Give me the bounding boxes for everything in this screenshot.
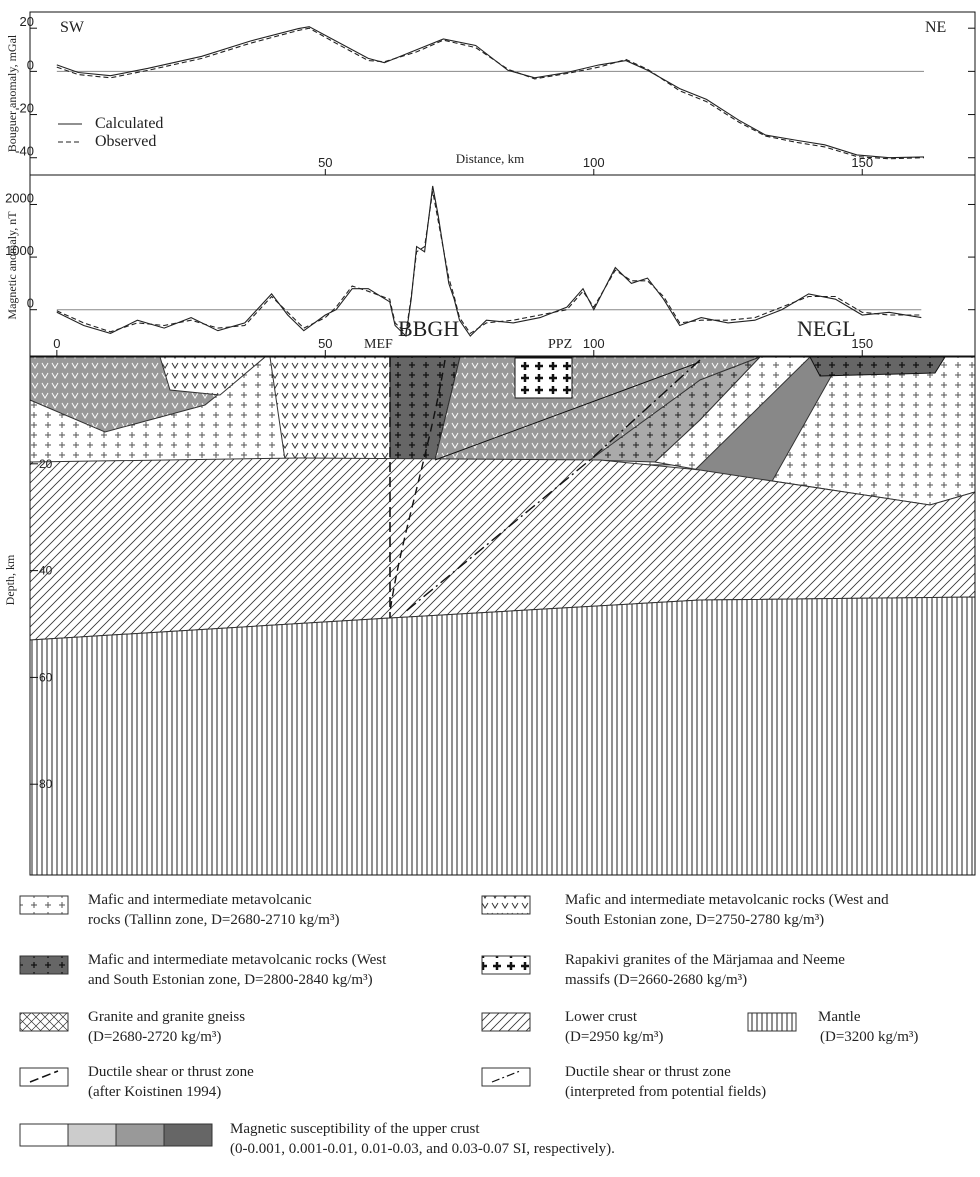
y-tick-label: 80 (39, 777, 53, 791)
legend-text: Mafic and intermediate metavolcanic rock… (565, 892, 889, 908)
legend-text: South Estonian zone, D=2750-2780 kg/m³) (565, 912, 824, 928)
section-label: NEGL (797, 316, 856, 341)
x-axis-title: Distance, km (456, 151, 525, 166)
y-axis-title: Depth, km (3, 554, 17, 605)
swatch (482, 956, 530, 974)
legend-text: (after Koistinen 1994) (88, 1084, 221, 1100)
swatch (482, 896, 530, 914)
figure: MEF BBGH PPZ NEGL Depth, km Mafic and in… (0, 0, 980, 1172)
x-tick-label: 100 (583, 336, 605, 351)
y-axis-title: Magnetic anomaly, nT (5, 211, 19, 320)
x-tick-label: 50 (318, 336, 332, 351)
swatch (20, 956, 68, 974)
legend: Mafic and intermediate metavolcanic rocks… (20, 892, 918, 1157)
y-tick-label: 20 (20, 14, 34, 29)
y-tick-label: 0 (27, 296, 34, 311)
negl-block (810, 357, 945, 376)
swatch (116, 1124, 164, 1146)
y-axis-title: Bouguer anomaly, mGal (5, 34, 19, 152)
y-tick-label: 40 (39, 564, 53, 578)
data-line (57, 186, 922, 336)
swatch (20, 1124, 68, 1146)
legend-text: Mafic and intermediate metavolcanic (88, 892, 312, 908)
legend-label: Observed (95, 133, 156, 150)
mantle (30, 597, 975, 875)
legend-text: Rapakivi granites of the Märjamaa and Ne… (565, 952, 845, 968)
legend-text: massifs (D=2660-2680 kg/m³) (565, 972, 747, 988)
legend-text: (interpreted from potential fields) (565, 1084, 766, 1100)
x-tick-label: 150 (851, 336, 873, 351)
legend-text: Magnetic susceptibility of the upper cru… (230, 1121, 480, 1137)
legend-text: Ductile shear or thrust zone (88, 1064, 254, 1080)
section-label: MEF (364, 337, 393, 352)
y-tick-label: 60 (39, 670, 53, 684)
swatch (482, 1068, 530, 1086)
swatch (68, 1124, 116, 1146)
legend-text: Lower crust (565, 1009, 638, 1025)
data-line (57, 27, 924, 158)
x-tick-label: 50 (318, 155, 332, 170)
legend-text: Ductile shear or thrust zone (565, 1064, 731, 1080)
legend-text: (0-0.001, 0.001-0.01, 0.01-0.03, and 0.0… (230, 1141, 615, 1157)
legend-text: and South Estonian zone, D=2800-2840 kg/… (88, 972, 373, 988)
legend-text: (D=2680-2720 kg/m³) (88, 1029, 221, 1045)
legend-label: Calculated (95, 115, 163, 132)
legend-text: (D=2950 kg/m³) (565, 1029, 663, 1045)
annotation: SW (60, 19, 85, 36)
rapakivi (515, 358, 572, 398)
legend-text: Mafic and intermediate metavolcanic rock… (88, 952, 387, 968)
annotation: NE (925, 19, 946, 36)
cross-section: MEF BBGH PPZ NEGL Depth, km (3, 316, 975, 875)
y-tick-label: 20 (39, 457, 53, 471)
section-label: PPZ (548, 337, 572, 352)
x-tick-label: 100 (583, 155, 605, 170)
legend-text: rocks (Tallinn zone, D=2680-2710 kg/m³) (88, 912, 339, 928)
y-tick-label: 0 (27, 57, 34, 72)
swatch (748, 1013, 796, 1031)
metavolcanic-mid (270, 357, 390, 460)
swatch (482, 1013, 530, 1031)
x-tick-label: 0 (53, 336, 60, 351)
swatch (164, 1124, 212, 1146)
data-line (57, 28, 924, 159)
legend-text: Granite and granite gneiss (88, 1009, 245, 1025)
legend-text: Mantle (818, 1009, 861, 1025)
y-tick-label: 2000 (5, 190, 34, 205)
legend-text: (D=3200 kg/m³) (820, 1029, 918, 1045)
swatch (20, 896, 68, 914)
swatch (20, 1013, 68, 1031)
data-line (57, 191, 922, 333)
